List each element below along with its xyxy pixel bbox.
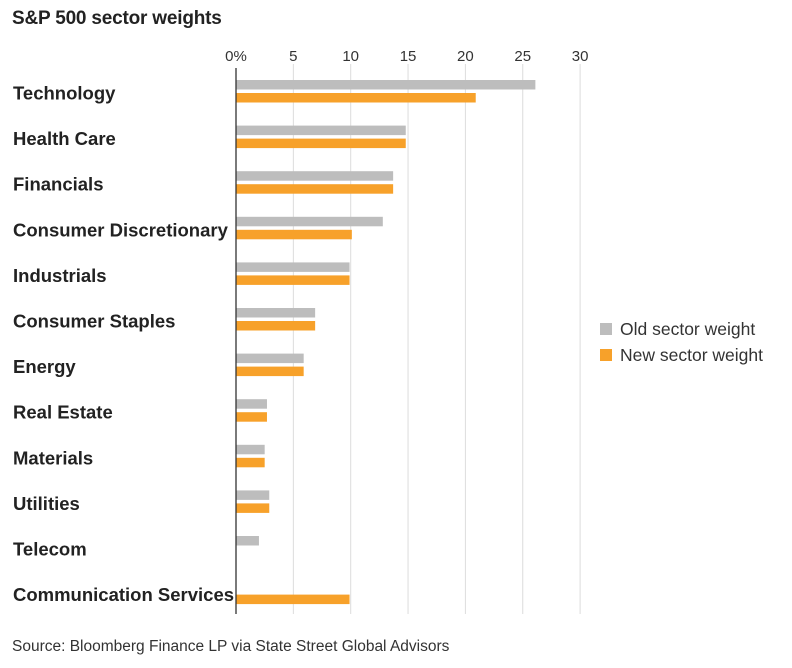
bar-new-weight — [236, 93, 476, 103]
legend-swatch-old — [600, 323, 612, 335]
bar-old-weight — [236, 536, 259, 546]
legend-swatch-new — [600, 349, 612, 361]
category-label: Industrials — [13, 265, 107, 286]
tick-label-5: 5 — [289, 48, 297, 65]
bar-old-weight — [236, 490, 270, 500]
bar-old-weight — [236, 125, 406, 136]
source-note: Source: Bloomberg Finance LP via State S… — [12, 638, 450, 655]
chart-title: S&P 500 sector weights — [12, 8, 222, 29]
bar-new-weight — [236, 412, 267, 422]
bar-old-weight — [236, 444, 265, 455]
category-label: Real Estate — [13, 402, 113, 423]
bar-new-weight — [236, 503, 270, 513]
legend-item-new: New sector weight — [600, 342, 763, 368]
category-label: Technology — [13, 83, 116, 104]
category-label: Materials — [13, 447, 93, 468]
legend-label-new: New sector weight — [620, 344, 763, 365]
bar-old-weight — [236, 171, 394, 181]
category-label: Utilities — [13, 493, 80, 514]
legend: Old sector weight New sector weight — [600, 316, 763, 368]
tick-label-25: 25 — [514, 48, 531, 65]
bar-old-weight — [236, 262, 350, 272]
tick-label-0: 0% — [225, 48, 247, 65]
bar-old-weight — [236, 353, 304, 364]
category-label: Telecom — [13, 539, 87, 560]
bar-new-weight — [236, 321, 316, 331]
category-label: Energy — [13, 356, 76, 377]
bar-new-weight — [236, 229, 352, 240]
category-label: Communication Services — [13, 584, 234, 605]
bar-old-weight — [236, 308, 316, 318]
tick-label-30: 30 — [572, 48, 589, 65]
bar-new-weight — [236, 594, 350, 605]
category-label: Consumer Discretionary — [13, 219, 229, 240]
bar-old-weight — [236, 399, 267, 409]
tick-label-15: 15 — [400, 48, 417, 65]
bar-new-weight — [236, 275, 350, 285]
legend-label-old: Old sector weight — [620, 318, 756, 339]
category-label: Health Care — [13, 128, 116, 149]
bar-new-weight — [236, 184, 394, 194]
category-label: Financials — [13, 174, 103, 195]
tick-label-10: 10 — [342, 48, 359, 65]
legend-item-old: Old sector weight — [600, 316, 763, 342]
bar-old-weight — [236, 80, 536, 90]
bar-chart: 0% 5 10 15 20 25 30 Technology Health Care Finan… — [13, 48, 589, 614]
bar-new-weight — [236, 138, 406, 149]
category-label: Consumer Staples — [13, 311, 175, 332]
bar-new-weight — [236, 457, 265, 468]
bar-old-weight — [236, 216, 383, 227]
bar-new-weight — [236, 366, 304, 377]
tick-label-20: 20 — [457, 48, 474, 65]
